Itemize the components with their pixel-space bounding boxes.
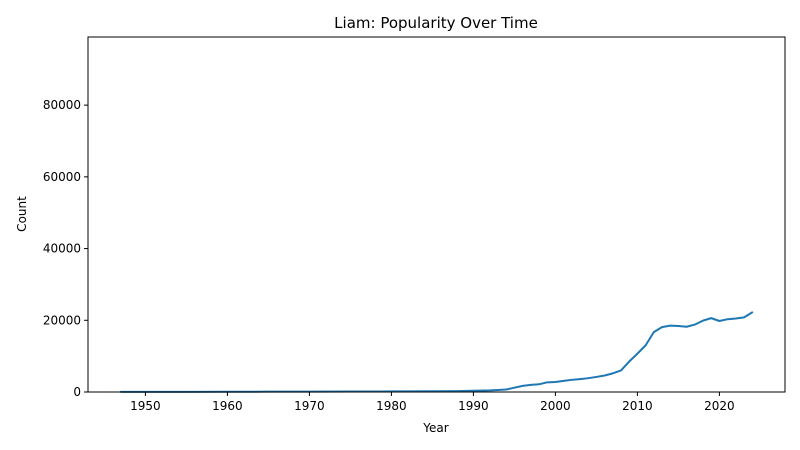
x-tick-label: 1960: [212, 399, 243, 413]
x-tick-label: 1950: [130, 399, 161, 413]
plot-frame: [87, 36, 786, 393]
x-tick-label: 2020: [704, 399, 735, 413]
x-tick-label: 1990: [458, 399, 489, 413]
y-tick-label: 40000: [43, 242, 81, 256]
plot-area: [119, 311, 754, 393]
x-tick-label: 1980: [376, 399, 407, 413]
y-axis-label: Count: [15, 196, 29, 232]
y-tick-label: 0: [73, 385, 81, 399]
x-tick-label: 1970: [294, 399, 325, 413]
y-tick-label: 80000: [43, 98, 81, 112]
x-axis-label: Year: [422, 421, 448, 435]
x-tick-label: 2010: [622, 399, 653, 413]
chart-title: Liam: Popularity Over Time: [334, 14, 538, 32]
y-axis: 0 20000 40000 60000 80000: [43, 98, 88, 399]
x-tick-label: 2000: [540, 399, 571, 413]
y-tick-label: 60000: [43, 170, 81, 184]
series-line: [119, 311, 754, 393]
x-axis: 1950 1960 1970 1980 1990 2000 2010 2020: [130, 392, 735, 413]
y-tick-label: 20000: [43, 313, 81, 327]
